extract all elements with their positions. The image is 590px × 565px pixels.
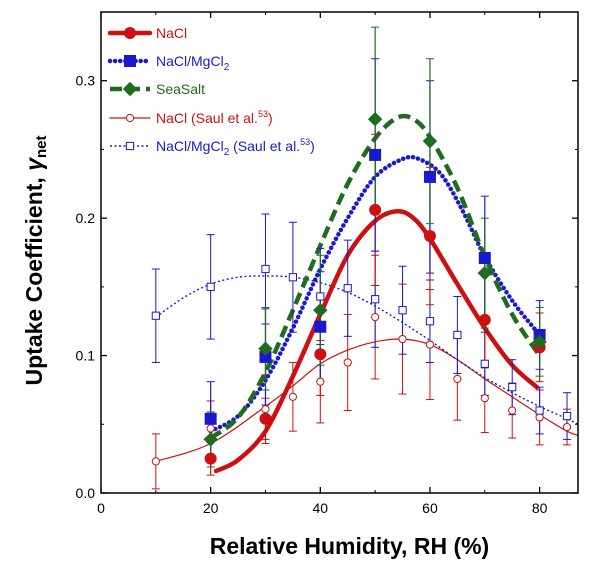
data-point: [371, 312, 380, 322]
data-point: [478, 313, 491, 326]
data-point: [398, 334, 407, 344]
legend-label-part: 2: [224, 62, 230, 73]
y-axis-title-symbol: γ: [21, 157, 47, 171]
legend-marker: [125, 141, 135, 151]
x-tick-label: 20: [203, 500, 219, 516]
data-point: [423, 230, 436, 243]
y-tick-label: 0.3: [76, 73, 96, 89]
legend-label-part: 53: [300, 137, 310, 147]
data-point: [453, 374, 462, 384]
x-axis-title: Relative Humidity, RH (%): [210, 533, 489, 559]
data-point: [398, 306, 407, 315]
data-point: [343, 284, 352, 293]
data-point: [422, 133, 438, 149]
data-point: [261, 264, 270, 274]
legend-label: NaCl: [156, 25, 187, 41]
data-point: [314, 348, 327, 361]
legend-label-part: ): [310, 138, 315, 154]
fit-curve-3: [155, 338, 579, 462]
data-point: [316, 292, 325, 301]
data-point: [480, 394, 489, 403]
y-tick-label: 0.2: [76, 210, 96, 226]
data-point: [562, 411, 572, 421]
data-point: [288, 392, 297, 401]
data-point: [206, 424, 215, 433]
data-point: [288, 273, 297, 282]
data-point: [203, 432, 218, 447]
data-point: [316, 377, 325, 386]
legend-label: NaCl (Saul et al.53): [156, 109, 273, 126]
data-point: [204, 452, 217, 465]
data-point: [204, 412, 217, 425]
plot-frame: [100, 11, 579, 494]
data-point: [206, 282, 215, 291]
y-tick-label: 0.1: [76, 348, 96, 364]
data-point: [508, 406, 517, 415]
legend-label: NaCl/MgCl2 (Saul et al.53): [156, 137, 315, 158]
data-point: [369, 148, 382, 161]
legend-label-part: NaCl/MgCl: [156, 53, 224, 69]
data-point: [508, 383, 517, 392]
data-point: [478, 251, 491, 264]
fit-curve-4: [155, 275, 579, 425]
data-point: [477, 265, 493, 281]
x-tick-label: 40: [313, 500, 329, 516]
y-tick-label: 0.0: [76, 485, 96, 501]
legend-label-part: NaCl (Saul et al.: [156, 110, 258, 126]
legend-label: NaCl/MgCl2: [156, 53, 230, 73]
legend-label-part: ): [268, 110, 273, 126]
data-point: [151, 457, 160, 466]
legend-label-part: (Saul et al.: [229, 138, 300, 154]
legend-label: SeaSalt: [156, 81, 205, 97]
x-tick-label: 80: [532, 500, 548, 516]
x-tick-label: 0: [97, 500, 105, 516]
legend-label-part: 53: [258, 109, 268, 119]
axis-ticks: 0 20 40 60 80 0.0 0.1 0.2 0.3: [76, 12, 578, 516]
fit-curves: [155, 113, 579, 474]
data-point: [535, 406, 544, 415]
data-point: [261, 405, 270, 414]
data-point: [453, 330, 462, 340]
legend-marker: [122, 81, 138, 97]
y-axis-title-text: Uptake Coefficient,: [21, 171, 47, 386]
data-point: [258, 341, 273, 356]
data-point: [425, 340, 435, 349]
legend-marker: [124, 55, 136, 67]
data-point: [367, 111, 383, 127]
y-axis-title-subscript: net: [33, 135, 50, 158]
data-point: [343, 358, 352, 367]
x-tick-label: 60: [422, 500, 438, 516]
legend-marker: [125, 113, 135, 123]
data-point: [480, 359, 489, 368]
data-point: [151, 311, 160, 320]
legend-label-part: NaCl: [156, 25, 187, 41]
data-point: [314, 320, 327, 333]
legend-label-part: SeaSalt: [156, 81, 205, 97]
legend-label-part: NaCl/MgCl: [156, 138, 224, 154]
legend-marker: [124, 27, 136, 39]
data-point: [562, 422, 572, 432]
data-point: [259, 412, 272, 425]
data-markers: [151, 111, 572, 466]
legend-label-part: 2: [224, 147, 230, 158]
data-point: [369, 203, 382, 216]
y-axis-title: Uptake Coefficient, γnet: [21, 135, 50, 385]
data-point: [532, 334, 547, 350]
data-point: [535, 413, 544, 422]
fit-curve-2: [209, 113, 542, 440]
data-point: [425, 317, 435, 326]
data-point: [423, 170, 436, 183]
data-point: [313, 303, 328, 318]
data-point: [371, 295, 380, 304]
